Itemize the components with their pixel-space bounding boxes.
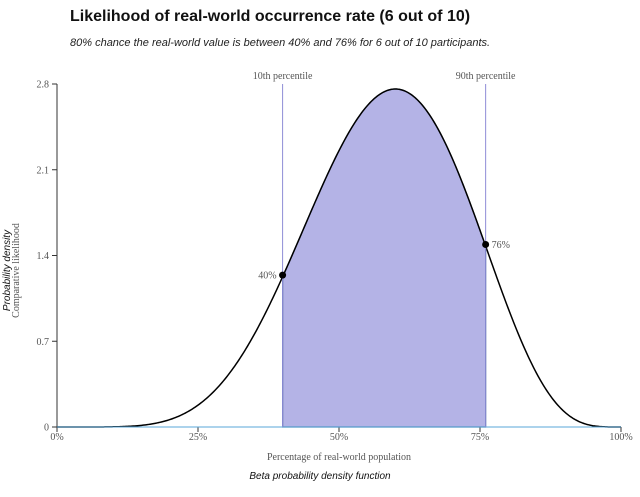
percentile-lines: 10th percentile 90th percentile [253, 71, 516, 427]
y-tick-label: 0.7 [37, 337, 50, 348]
y-tick-label: 2.8 [37, 80, 50, 91]
percentile-label: 90th percentile [456, 71, 516, 82]
chart-caption: Beta probability density function [249, 471, 391, 482]
credible-interval-area [282, 88, 487, 428]
marker-label: 40% [258, 271, 276, 282]
y-tick-label: 0 [44, 423, 49, 434]
x-tick-label: 50% [330, 432, 348, 443]
marker-label: 76% [492, 240, 510, 251]
x-axis-label: Percentage of real-world population [267, 452, 411, 463]
axes: 0 0.7 1.4 2.1 2.8 0% 25% 50% 75% 100% [37, 80, 633, 444]
y-tick-label: 2.1 [37, 165, 50, 176]
chart-subtitle: 80% chance the real-world value is betwe… [70, 37, 491, 49]
y-tick-label: 1.4 [37, 251, 50, 262]
interval-markers: 40% 76% [258, 240, 510, 282]
x-tick-label: 25% [189, 432, 207, 443]
interval-marker [482, 240, 490, 248]
x-tick-label: 100% [609, 432, 632, 443]
y-axis-label: Probability density [2, 229, 13, 311]
y-axis-secondary-label: Comparative likelihood [11, 223, 22, 318]
x-tick-label: 75% [471, 432, 489, 443]
x-tick-label: 0% [50, 432, 63, 443]
density-curve [57, 88, 621, 428]
axis-labels: Percentage of real-world population Prob… [2, 223, 411, 463]
interval-marker [279, 271, 287, 279]
chart-title: Likelihood of real-world occurrence rate… [70, 8, 471, 25]
percentile-label: 10th percentile [253, 71, 313, 82]
